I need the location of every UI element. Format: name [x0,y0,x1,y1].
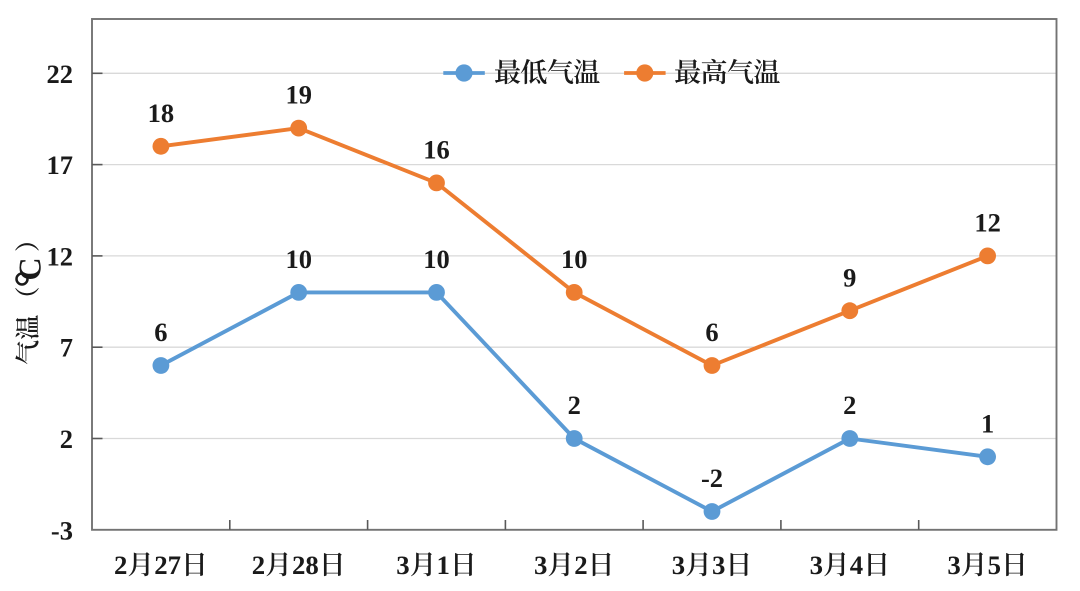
svg-text:12: 12 [974,208,1001,238]
svg-text:C: C [12,257,48,280]
svg-text:8: 8 [305,550,318,580]
svg-text:1: 1 [981,408,994,438]
svg-text:2: 2 [574,550,587,580]
svg-text:2: 2 [292,550,305,580]
svg-text:2: 2 [843,390,856,420]
svg-text:16: 16 [423,135,450,165]
svg-text:-2: -2 [701,463,723,493]
svg-text:18: 18 [148,98,175,128]
svg-text:3: 3 [947,550,960,580]
svg-text:5: 5 [988,550,1001,580]
svg-text:10: 10 [561,244,588,274]
svg-text:3: 3 [396,550,409,580]
svg-text:3: 3 [810,550,823,580]
svg-text:2: 2 [154,550,167,580]
svg-text:12: 12 [47,241,74,271]
svg-text:4: 4 [850,550,863,580]
svg-text:3: 3 [534,550,547,580]
svg-text:7: 7 [60,333,73,363]
svg-text:1: 1 [437,550,450,580]
svg-text:2: 2 [60,424,73,454]
svg-text:-3: -3 [51,515,73,545]
svg-text:6: 6 [705,317,718,347]
svg-text:2: 2 [568,390,581,420]
svg-text:7: 7 [168,550,181,580]
svg-text:10: 10 [285,244,312,274]
svg-text:6: 6 [154,317,167,347]
svg-text:3: 3 [672,550,685,580]
svg-text:3: 3 [712,550,725,580]
svg-text:2: 2 [114,550,127,580]
svg-text:9: 9 [843,262,856,292]
svg-text:2: 2 [252,550,265,580]
svg-text:22: 22 [47,59,74,89]
svg-text:19: 19 [285,80,312,110]
svg-text:10: 10 [423,244,450,274]
svg-text:17: 17 [47,150,74,180]
